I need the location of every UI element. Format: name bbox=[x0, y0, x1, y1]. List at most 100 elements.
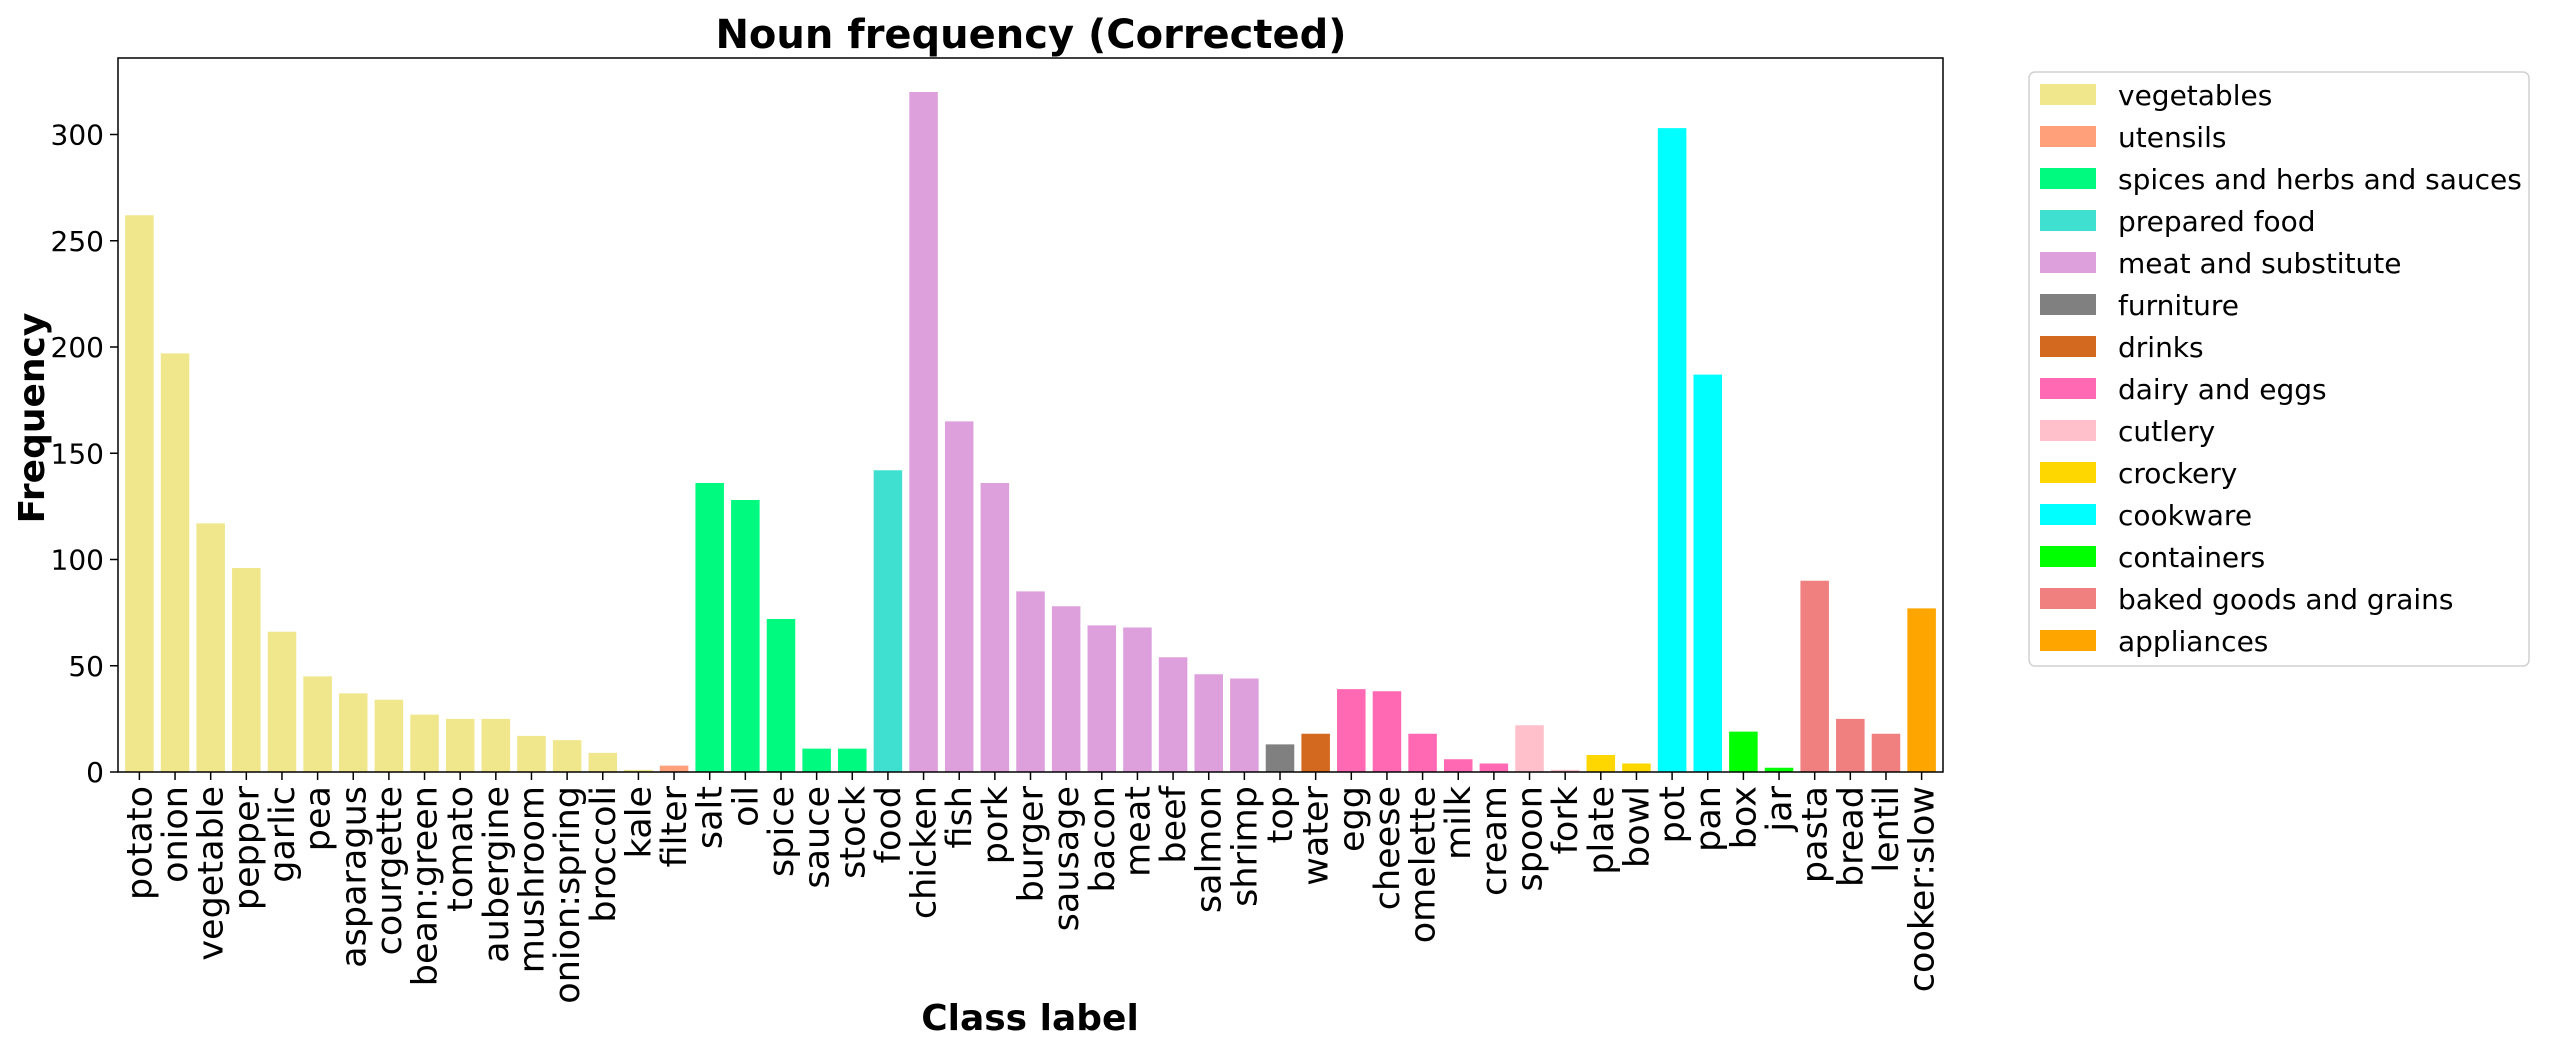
legend-swatch bbox=[2040, 588, 2096, 609]
x-tick-label: shrimp bbox=[1225, 786, 1265, 907]
bar-bowl bbox=[1622, 763, 1651, 772]
bar-salt bbox=[695, 483, 724, 772]
bar-onion bbox=[160, 353, 190, 773]
x-tick-label: pork bbox=[976, 785, 1016, 864]
x-tick-label: bean:green bbox=[406, 786, 446, 986]
bar-fork bbox=[1550, 769, 1580, 773]
legend-frame bbox=[2028, 71, 2530, 667]
x-tick-label: jar bbox=[1760, 785, 1800, 832]
legend-swatch bbox=[2040, 84, 2096, 105]
legend-label: baked goods and grains bbox=[2118, 583, 2453, 616]
legend-label: cookware bbox=[2118, 499, 2252, 532]
legend-label: meat and substitute bbox=[2118, 247, 2402, 280]
x-tick-label: cream bbox=[1475, 786, 1515, 896]
legend-label: utensils bbox=[2118, 121, 2226, 154]
bar-bread bbox=[1836, 718, 1865, 773]
bar-pot bbox=[1657, 128, 1687, 773]
x-tick-label: garlic bbox=[263, 786, 303, 883]
x-tick-label: potato bbox=[120, 786, 160, 900]
legend-swatch bbox=[2040, 504, 2096, 525]
legend-label: appliances bbox=[2118, 625, 2268, 658]
x-tick-label: spice bbox=[762, 786, 802, 877]
bar-vegetable bbox=[196, 523, 225, 773]
bar-courgette bbox=[374, 699, 404, 772]
legend-label: vegetables bbox=[2118, 79, 2272, 112]
legend-label: cutlery bbox=[2118, 415, 2215, 448]
x-tick-label: salmon bbox=[1190, 786, 1230, 913]
y-axis: 0 50 100 150 200 250 300 bbox=[51, 119, 118, 789]
legend-label: furniture bbox=[2118, 289, 2239, 322]
x-tick-label: kale bbox=[619, 786, 659, 858]
bar-bacon bbox=[1087, 625, 1117, 773]
bar-pepper bbox=[232, 568, 261, 772]
x-tick-label: pan bbox=[1689, 786, 1729, 852]
x-tick-label: fork bbox=[1546, 785, 1586, 854]
x-tick-label: omelette bbox=[1404, 786, 1444, 943]
bar-potato bbox=[125, 215, 154, 772]
legend: vegetables utensils spices and herbs and s… bbox=[2028, 71, 2530, 667]
bar-fish bbox=[944, 421, 974, 773]
x-tick-label: pasta bbox=[1796, 786, 1836, 883]
x-tick-label: box bbox=[1724, 786, 1764, 849]
y-tick-label: 150 bbox=[51, 437, 104, 470]
legend-swatch bbox=[2040, 336, 2096, 357]
x-tick-label: milk bbox=[1439, 785, 1479, 860]
bar-cream bbox=[1479, 763, 1509, 772]
bar-spoon bbox=[1515, 725, 1544, 772]
x-axis-label: Class label bbox=[921, 998, 1139, 1039]
legend-swatch bbox=[2040, 210, 2096, 231]
bar-salmon bbox=[1194, 674, 1223, 772]
bar-sausage bbox=[1051, 606, 1081, 772]
bar-omelette bbox=[1408, 733, 1437, 772]
bar-shrimp bbox=[1230, 678, 1259, 772]
x-tick-label: plate bbox=[1582, 786, 1622, 875]
x-tick-label: egg bbox=[1332, 786, 1372, 852]
y-tick-label: 200 bbox=[51, 331, 104, 364]
x-axis: potatoonionvegetablepeppergarlicpeaaspar… bbox=[120, 772, 1943, 1004]
bar-aubergine bbox=[481, 718, 511, 773]
x-tick-label: pot bbox=[1653, 786, 1693, 843]
bar-jar bbox=[1764, 767, 1794, 772]
bar-water bbox=[1301, 733, 1330, 772]
bar-asparagus bbox=[339, 693, 368, 773]
x-tick-label: lentil bbox=[1867, 786, 1907, 873]
bar-pan bbox=[1693, 374, 1723, 773]
x-tick-label: water bbox=[1297, 785, 1337, 885]
x-tick-label: fish bbox=[940, 786, 980, 848]
x-tick-label: onion:spring bbox=[548, 786, 588, 1004]
x-tick-label: cheese bbox=[1368, 786, 1408, 910]
legend-swatch bbox=[2040, 420, 2096, 441]
legend-swatch bbox=[2040, 168, 2096, 189]
legend-label: dairy and eggs bbox=[2118, 373, 2327, 406]
bar-tomato bbox=[445, 718, 475, 773]
bar-mushroom bbox=[517, 735, 546, 773]
bar-bean-green bbox=[410, 714, 439, 773]
y-tick-label: 250 bbox=[51, 225, 104, 258]
x-tick-label: bacon bbox=[1083, 786, 1123, 893]
y-tick-label: 0 bbox=[86, 756, 104, 789]
legend-swatch bbox=[2040, 378, 2096, 399]
bar-top bbox=[1265, 744, 1295, 773]
bars-group bbox=[125, 92, 1936, 773]
bar-broccoli bbox=[588, 752, 618, 773]
legend-swatch bbox=[2040, 252, 2096, 273]
y-tick-label: 50 bbox=[68, 650, 104, 683]
legend-swatch bbox=[2040, 546, 2096, 567]
x-tick-label: chicken bbox=[905, 786, 945, 919]
x-tick-label: mushroom bbox=[512, 786, 552, 973]
y-tick-label: 100 bbox=[51, 544, 104, 577]
bar-sauce bbox=[802, 748, 831, 773]
x-tick-label: cooker:slow bbox=[1903, 786, 1943, 992]
bar-pea bbox=[303, 676, 332, 773]
legend-label: prepared food bbox=[2118, 205, 2316, 238]
x-tick-label: sauce bbox=[798, 786, 838, 889]
legend-label: crockery bbox=[2118, 457, 2237, 490]
x-tick-label: broccoli bbox=[584, 786, 624, 923]
bar-pork bbox=[980, 483, 1010, 772]
bar-onion-spring bbox=[552, 740, 582, 773]
bar-plate bbox=[1586, 755, 1616, 772]
x-tick-label: tomato bbox=[441, 786, 481, 912]
bar-lentil bbox=[1871, 733, 1901, 772]
x-tick-label: filter bbox=[655, 785, 695, 867]
